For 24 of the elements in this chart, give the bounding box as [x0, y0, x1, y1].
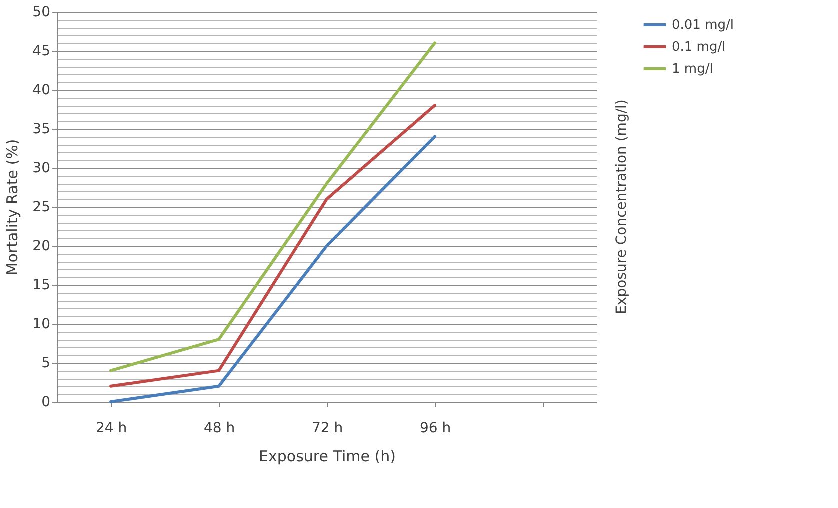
x-axis-title: Exposure Time (h) — [259, 448, 396, 466]
y-tick-label: 0 — [42, 394, 50, 410]
y-tick-label: 50 — [32, 4, 50, 20]
y-tick-label: 35 — [32, 122, 50, 138]
y-tick-label: 40 — [32, 82, 50, 98]
legend-label: 0.1 mg/l — [672, 40, 726, 55]
line-series — [110, 104, 436, 388]
x-tick-label: 72 h — [312, 420, 344, 436]
legend-label: 0.01 mg/l — [672, 18, 734, 33]
line-series — [110, 42, 436, 372]
legend-title: Exposure Concentration (mg/l) — [614, 100, 630, 314]
x-tick-label: 24 h — [96, 420, 128, 436]
y-tick-label: 45 — [32, 44, 50, 60]
y-axis-title: Mortality Rate (%) — [4, 139, 22, 276]
legend-label: 1 mg/l — [672, 62, 714, 77]
y-tick-label: 5 — [42, 356, 50, 372]
y-tick-label: 15 — [32, 278, 50, 294]
y-tick-label: 20 — [32, 238, 50, 254]
y-tick-label: 25 — [32, 200, 50, 216]
y-tick-label: 10 — [32, 316, 50, 332]
x-tick-label: 96 h — [420, 420, 452, 436]
line-series — [110, 135, 436, 404]
y-tick-label: 30 — [32, 160, 50, 176]
x-tick-label: 48 h — [204, 420, 236, 436]
